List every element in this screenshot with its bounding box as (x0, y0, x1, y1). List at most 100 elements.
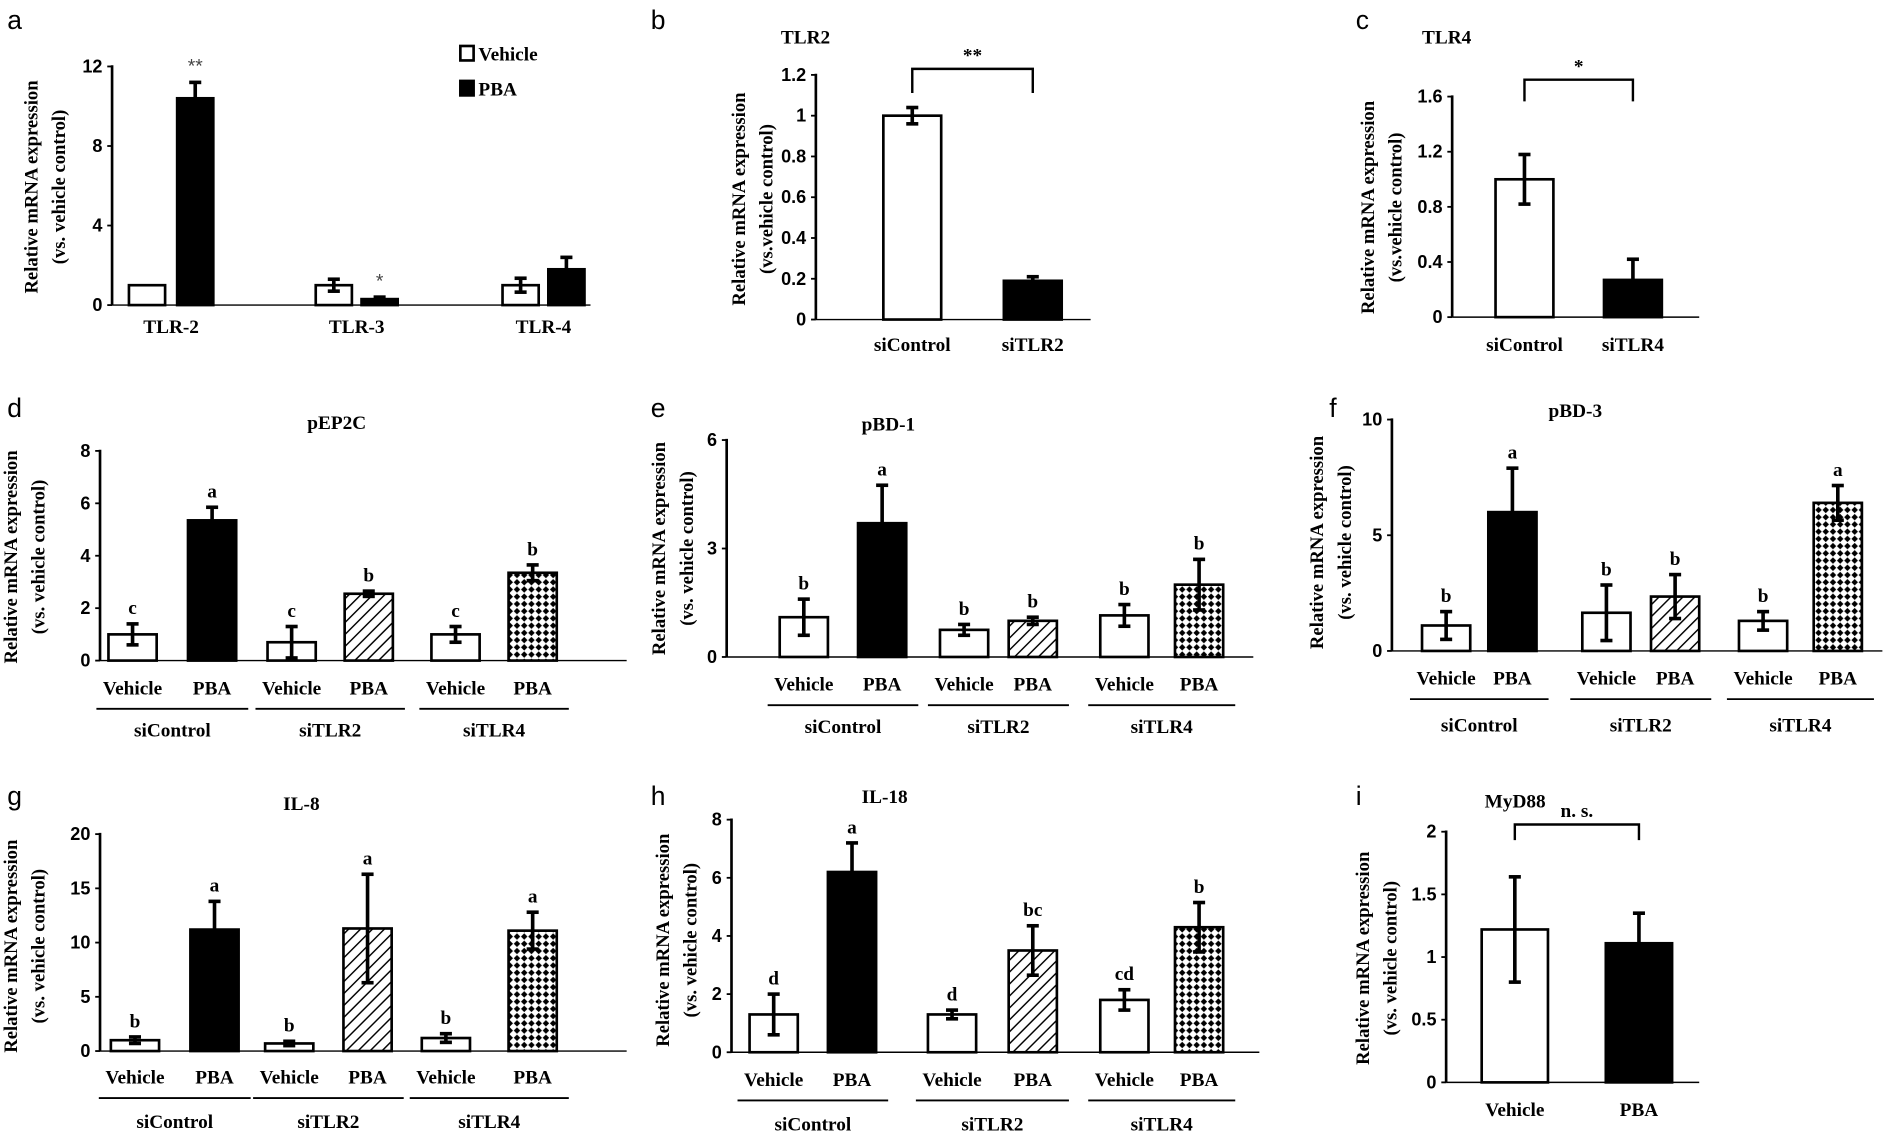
x-tick-label: Vehicle (105, 1068, 165, 1089)
chart-title: IL-8 (283, 794, 319, 815)
y-axis-label: Relative mRNA expression (1, 450, 22, 664)
x-tick-label: PBA (193, 678, 232, 699)
significance-label: d (768, 968, 779, 989)
panel-letter: b (651, 5, 666, 35)
y-tick-label: 1.5 (1411, 884, 1436, 904)
x-tick-label: Vehicle (426, 678, 486, 699)
bracket-label: ** (963, 46, 982, 67)
x-tick-label: PBA (833, 1070, 872, 1091)
x-tick-label: PBA (863, 675, 902, 696)
legend-label: PBA (478, 79, 517, 100)
y-tick-label: 4 (92, 216, 102, 236)
panel-letter: i (1356, 781, 1362, 811)
x-tick-label: Vehicle (1095, 675, 1155, 696)
significance-label: c (128, 598, 137, 619)
group-label: siTLR4 (1131, 717, 1193, 738)
group-label: siControl (134, 721, 211, 742)
y-tick-label: 0 (707, 647, 717, 667)
y-tick-label: 12 (82, 56, 102, 76)
significance-label: bc (1023, 900, 1043, 921)
bar (1812, 501, 1864, 653)
panel-g: g IL-8 0 5 10 15 20 Relative mRNA expression (vs… (1, 781, 627, 1133)
legend-label: Vehicle (478, 44, 538, 65)
group-label: siTLR4 (463, 721, 525, 742)
y-tick-label: 1.2 (1417, 142, 1442, 162)
y-tick-label: 6 (80, 493, 90, 513)
y-axis-label: Relative mRNA expression (1353, 851, 1374, 1065)
panel-f: f pBD-3 0 5 10 Relative mRNA expression (vs. v… (1307, 393, 1883, 737)
x-tick-label: Vehicle (1095, 1070, 1155, 1091)
y-tick-label: 6 (707, 430, 717, 450)
y-axis-label: Relative mRNA expression (1358, 100, 1379, 314)
x-tick-label: PBA (513, 678, 552, 699)
x-tick-label: Vehicle (103, 678, 163, 699)
significance-label: b (1194, 534, 1205, 555)
y-tick-label: 0.4 (781, 228, 806, 248)
y-axis-label: (vs. vehicle control) (49, 110, 70, 265)
y-tick-label: 0.8 (1417, 197, 1442, 217)
significance-label: a (210, 876, 220, 897)
x-tick-label: TLR-4 (516, 317, 572, 338)
y-tick-label: 1 (796, 106, 806, 126)
chart-title: IL-18 (862, 787, 908, 808)
significance-label: b (1441, 586, 1452, 607)
group-label: siTLR2 (961, 1115, 1023, 1136)
significance-label: d (947, 984, 958, 1005)
y-tick-label: 0.4 (1417, 252, 1442, 272)
y-tick-label: 0 (796, 310, 806, 330)
y-axis-label: Relative mRNA expression (1, 839, 22, 1053)
panel-letter: h (651, 781, 666, 811)
panel-d: d pEP2C 0 2 4 6 8 Relative mRNA expression (vs. … (1, 393, 627, 742)
significance-label: b (441, 1008, 452, 1029)
y-axis-label: (vs. vehicle control) (1335, 465, 1356, 620)
x-tick-label: Vehicle (934, 675, 994, 696)
bar (882, 114, 943, 321)
y-axis-label: (vs. vehicle control) (29, 869, 50, 1024)
x-tick-label: Vehicle (1733, 669, 1793, 690)
chart-title: MyD88 (1485, 792, 1546, 813)
y-tick-label: 0 (712, 1042, 722, 1062)
y-tick-label: 0 (80, 651, 90, 671)
x-tick-label: siTLR2 (1002, 335, 1064, 356)
y-axis-label: (vs. vehicle control) (681, 863, 702, 1018)
y-tick-label: 1.2 (781, 65, 806, 85)
y-tick-label: 2 (80, 598, 90, 618)
panel-h: h IL-18 0 2 4 6 8 Relative mRNA expression (vs. … (651, 781, 1260, 1136)
significance-label: b (1027, 592, 1038, 613)
y-tick-label: 5 (80, 987, 90, 1007)
significance-label: c (287, 601, 296, 622)
significance-label: b (1119, 579, 1130, 600)
x-tick-label: Vehicle (922, 1070, 982, 1091)
y-tick-label: 4 (80, 546, 90, 566)
group-label: siControl (774, 1115, 851, 1136)
chart-title: pEP2C (307, 413, 366, 434)
x-tick-label: PBA (1180, 675, 1219, 696)
group-label: siControl (805, 717, 882, 738)
y-tick-label: 0 (1426, 1072, 1436, 1092)
significance-label: b (798, 573, 809, 594)
y-tick-label: 2 (1426, 822, 1436, 842)
x-tick-label: PBA (349, 678, 388, 699)
x-tick-label: Vehicle (416, 1068, 476, 1089)
legend-swatch (459, 79, 475, 97)
significance-label: a (528, 887, 538, 908)
legend-swatch (459, 44, 475, 62)
y-axis-label: Relative mRNA expression (653, 833, 674, 1047)
panel-c: c TLR4 0 0.4 0.8 1.2 1.6 Relative mRNA expressi… (1356, 5, 1700, 356)
y-axis-label: Relative mRNA expression (1307, 435, 1328, 649)
x-tick-label: Vehicle (262, 678, 322, 699)
x-tick-label: siTLR4 (1602, 335, 1664, 356)
bar (186, 519, 238, 662)
significance-label: a (1508, 443, 1518, 464)
y-tick-label: 10 (70, 933, 90, 953)
panel-letter: e (651, 393, 666, 423)
significance-label: a (877, 460, 887, 481)
significance-label: ** (188, 57, 203, 78)
y-tick-label: 1 (1426, 947, 1436, 967)
y-axis-label: Relative mRNA expression (729, 92, 750, 306)
significance-bracket (1513, 823, 1641, 841)
significance-label: b (1670, 549, 1681, 570)
significance-label: b (363, 565, 374, 586)
y-tick-label: 0 (92, 295, 102, 315)
